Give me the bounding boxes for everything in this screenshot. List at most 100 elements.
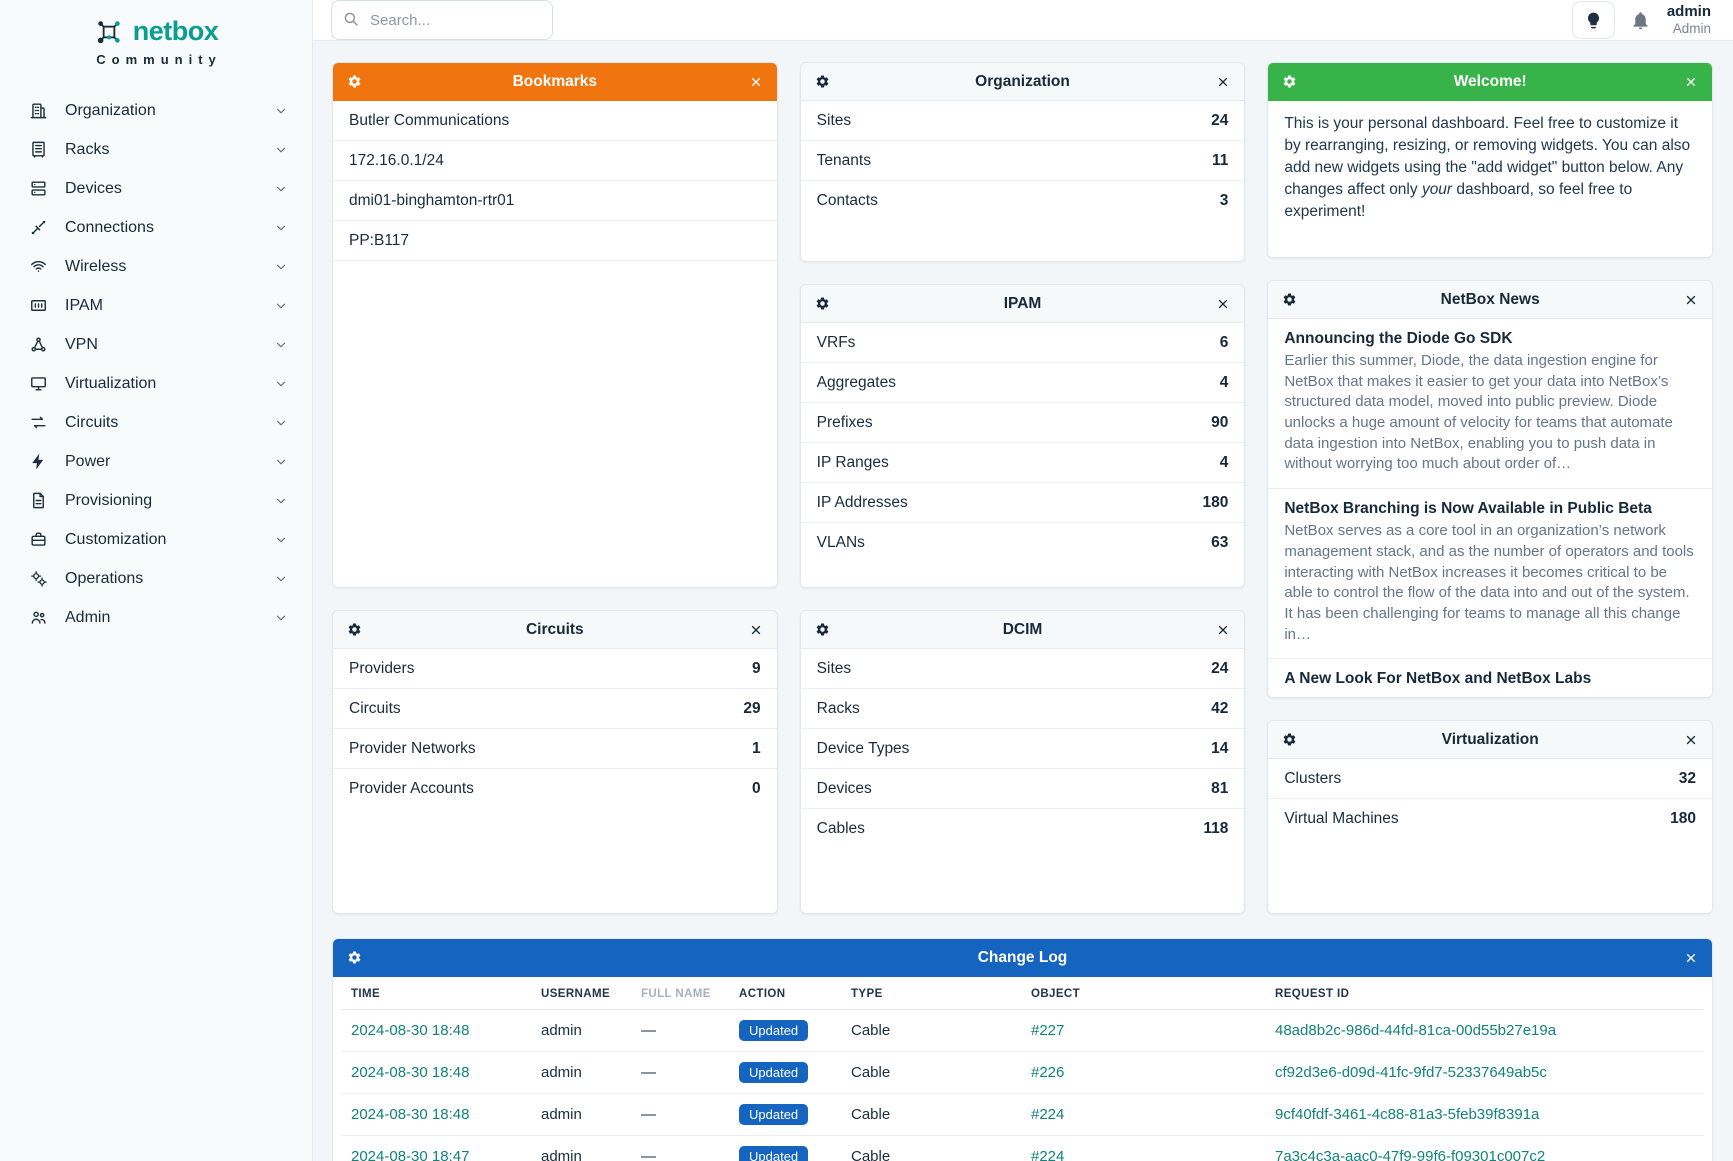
sidebar-item-virtualization[interactable]: Virtualization bbox=[0, 364, 312, 403]
stat-value[interactable]: 9 bbox=[752, 659, 761, 677]
news-entry-title[interactable]: Announcing the Diode Go SDK bbox=[1284, 330, 1513, 347]
sidebar-item-ipam[interactable]: IPAM bbox=[0, 286, 312, 325]
stat-value[interactable]: 24 bbox=[1211, 659, 1229, 677]
widget-config-button[interactable] bbox=[345, 948, 364, 967]
stat-value[interactable]: 90 bbox=[1211, 413, 1229, 431]
stat-label[interactable]: Racks bbox=[816, 699, 860, 717]
stat-label[interactable]: Provider Accounts bbox=[349, 780, 474, 797]
stat-label[interactable]: VRFs bbox=[816, 333, 856, 351]
sidebar-item-wireless[interactable]: Wireless bbox=[0, 247, 312, 286]
change-request-id-link[interactable]: 48ad8b2c-986d-44fd-81ca-00d55b27e19a bbox=[1275, 1022, 1557, 1039]
widget-config-button[interactable] bbox=[1280, 290, 1299, 309]
stat-label[interactable]: Cables bbox=[816, 820, 865, 837]
stat-label[interactable]: Circuits bbox=[349, 699, 401, 717]
theme-toggle-button[interactable] bbox=[1571, 1, 1615, 39]
stat-label[interactable]: Prefixes bbox=[816, 413, 873, 431]
change-object-link[interactable]: #226 bbox=[1031, 1064, 1065, 1081]
sidebar-item-organization[interactable]: Organization bbox=[0, 91, 312, 130]
news-entry-title[interactable]: A New Look For NetBox and NetBox Labs bbox=[1284, 670, 1592, 688]
widget-config-button[interactable] bbox=[813, 620, 832, 639]
widget-close-button[interactable] bbox=[1214, 73, 1232, 91]
news-entry-title[interactable]: NetBox Branching is Now Available in Pub… bbox=[1284, 500, 1652, 518]
stat-label[interactable]: Sites bbox=[816, 111, 852, 129]
change-object-link[interactable]: #224 bbox=[1031, 1148, 1065, 1161]
stat-value[interactable]: 180 bbox=[1670, 810, 1697, 827]
stat-label[interactable]: IP Ranges bbox=[816, 453, 889, 471]
stat-value[interactable]: 1 bbox=[752, 739, 761, 757]
stat-value[interactable]: 42 bbox=[1211, 699, 1229, 717]
stat-value[interactable]: 3 bbox=[1219, 192, 1229, 209]
stat-label[interactable]: Providers bbox=[349, 659, 415, 677]
sidebar-item-label: Provisioning bbox=[65, 491, 153, 509]
sidebar-item-operations[interactable]: Operations bbox=[0, 559, 312, 598]
action-badge: Updated bbox=[739, 1146, 809, 1161]
widget-close-button[interactable] bbox=[1682, 291, 1700, 309]
change-object-link[interactable]: #227 bbox=[1031, 1022, 1065, 1039]
stat-value[interactable]: 4 bbox=[1219, 453, 1229, 471]
search-input[interactable] bbox=[331, 0, 553, 40]
stat-label[interactable]: Provider Networks bbox=[349, 739, 476, 757]
sidebar-item-admin[interactable]: Admin bbox=[0, 598, 312, 637]
widget-config-button[interactable] bbox=[1280, 72, 1299, 91]
stat-value[interactable]: 4 bbox=[1219, 373, 1229, 391]
change-time-link[interactable]: 2024-08-30 18:48 bbox=[351, 1106, 470, 1123]
user-menu[interactable]: admin Admin bbox=[1667, 3, 1711, 37]
stat-label[interactable]: VLANs bbox=[816, 534, 865, 551]
widget-close-button[interactable] bbox=[1682, 73, 1700, 91]
change-time-link[interactable]: 2024-08-30 18:48 bbox=[351, 1022, 470, 1039]
brand-logo[interactable]: netbox Community bbox=[0, 10, 312, 69]
sidebar-item-provisioning[interactable]: Provisioning bbox=[0, 481, 312, 520]
change-time-link[interactable]: 2024-08-30 18:48 bbox=[351, 1064, 470, 1081]
bookmark-link[interactable]: PP:B117 bbox=[349, 231, 410, 249]
change-object-link[interactable]: #224 bbox=[1031, 1106, 1065, 1123]
widget-close-button[interactable] bbox=[1214, 295, 1232, 313]
stat-label[interactable]: Aggregates bbox=[816, 373, 896, 391]
stat-value[interactable]: 6 bbox=[1219, 333, 1229, 351]
bookmark-link[interactable]: Butler Communications bbox=[349, 111, 510, 129]
widget-close-button[interactable] bbox=[747, 73, 765, 91]
widget-close-button[interactable] bbox=[1682, 949, 1700, 967]
stat-label[interactable]: Virtual Machines bbox=[1284, 810, 1399, 827]
widget-config-button[interactable] bbox=[1280, 730, 1299, 749]
stat-value[interactable]: 81 bbox=[1211, 779, 1229, 797]
sidebar-item-vpn[interactable]: VPN bbox=[0, 325, 312, 364]
change-time-link[interactable]: 2024-08-30 18:47 bbox=[351, 1148, 470, 1161]
sidebar-item-circuits[interactable]: Circuits bbox=[0, 403, 312, 442]
widget-close-button[interactable] bbox=[1214, 621, 1232, 639]
sidebar-item-racks[interactable]: Racks bbox=[0, 130, 312, 169]
stat-label[interactable]: Tenants bbox=[816, 151, 871, 169]
stat-value[interactable]: 11 bbox=[1211, 151, 1229, 169]
widget-config-button[interactable] bbox=[345, 620, 364, 639]
stat-label[interactable]: Device Types bbox=[816, 739, 910, 757]
stat-value[interactable]: 14 bbox=[1211, 739, 1229, 757]
stat-value[interactable]: 180 bbox=[1202, 493, 1229, 511]
widget-config-button[interactable] bbox=[345, 72, 364, 91]
stat-label[interactable]: Clusters bbox=[1284, 769, 1342, 787]
stat-value[interactable]: 63 bbox=[1211, 534, 1229, 551]
notifications-button[interactable] bbox=[1630, 10, 1651, 31]
sidebar-item-power[interactable]: Power bbox=[0, 442, 312, 481]
stat-value[interactable]: 0 bbox=[752, 780, 761, 797]
change-request-id-link[interactable]: 7a3c4c3a-aac0-47f9-99f6-f09301c007c2 bbox=[1275, 1148, 1546, 1161]
stat-value[interactable]: 29 bbox=[743, 699, 761, 717]
sidebar-item-devices[interactable]: Devices bbox=[0, 169, 312, 208]
widget-config-button[interactable] bbox=[813, 72, 832, 91]
stat-value[interactable]: 24 bbox=[1211, 111, 1229, 129]
change-request-id-link[interactable]: 9cf40fdf-3461-4c88-81a3-5feb39f8391a bbox=[1275, 1106, 1540, 1123]
stat-value[interactable]: 32 bbox=[1678, 769, 1697, 787]
bookmark-link[interactable]: 172.16.0.1/24 bbox=[349, 151, 444, 169]
stat-value[interactable]: 118 bbox=[1203, 820, 1229, 837]
widget-close-button[interactable] bbox=[747, 621, 765, 639]
sidebar-item-customization[interactable]: Customization bbox=[0, 520, 312, 559]
stat-label[interactable]: Sites bbox=[816, 659, 852, 677]
change-request-id-link[interactable]: cf92d3e6-d09d-41fc-9fd7-52337649ab5c bbox=[1275, 1064, 1547, 1081]
sidebar-item-connections[interactable]: Connections bbox=[0, 208, 312, 247]
stat-label[interactable]: IP Addresses bbox=[816, 493, 908, 511]
change-username: admin bbox=[531, 1093, 631, 1136]
topbar: admin Admin bbox=[313, 0, 1733, 41]
widget-close-button[interactable] bbox=[1682, 731, 1700, 749]
bookmark-link[interactable]: dmi01-binghamton-rtr01 bbox=[349, 191, 515, 209]
stat-label[interactable]: Devices bbox=[816, 779, 872, 797]
stat-label[interactable]: Contacts bbox=[816, 192, 878, 209]
widget-config-button[interactable] bbox=[813, 294, 832, 313]
